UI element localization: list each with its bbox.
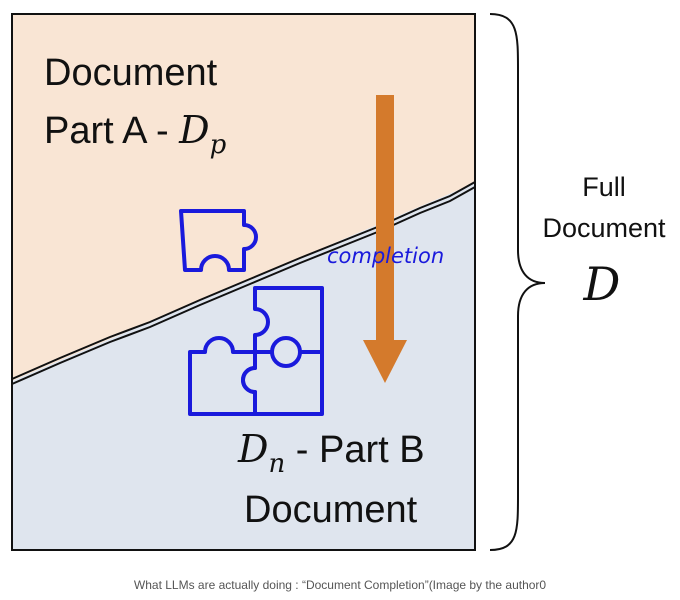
part-a-math-subscript: p (210, 130, 227, 160)
puzzle-group-icon (188, 286, 324, 416)
part-b-math-symbol: D (237, 427, 268, 471)
part-b-label: Dn - Part B (237, 427, 425, 479)
part-b-title: Document (244, 489, 418, 531)
puzzle-piece-icon (179, 209, 258, 272)
part-a-region (12, 14, 475, 381)
document-border (11, 13, 476, 551)
full-document-line1: Full (582, 172, 626, 202)
part-a-text: Part A - (44, 110, 179, 152)
tear-line (11, 181, 476, 385)
part-a-title: Document (44, 52, 218, 94)
full-document-line2: Document (542, 213, 666, 243)
figure-caption: What LLMs are actually doing : “Document… (133, 578, 547, 592)
curly-brace-icon (489, 13, 546, 551)
part-a-math-symbol: D (178, 108, 209, 152)
full-document-symbol: D (583, 257, 621, 311)
part-b-region (12, 183, 475, 550)
part-b-text: - Part B (285, 429, 424, 471)
part-a-label: Part A - Dp (44, 108, 227, 160)
part-b-math-subscript: n (268, 449, 285, 479)
completion-label: completion (327, 244, 444, 268)
down-arrow-icon (363, 95, 407, 383)
